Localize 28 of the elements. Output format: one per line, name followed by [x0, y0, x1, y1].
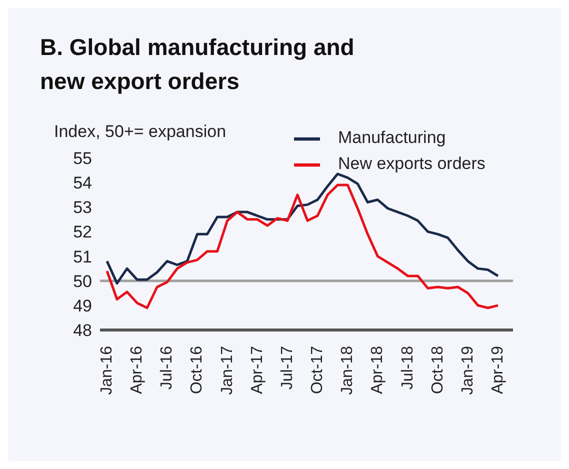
y-tick-label: 48: [73, 321, 92, 340]
y-tick-label: 55: [73, 149, 92, 168]
x-tick-label: Jul-17: [278, 346, 296, 390]
x-tick-label: Oct-17: [309, 346, 326, 394]
line-series: [106, 184, 500, 310]
x-tick-label: Apr-19: [490, 346, 506, 394]
x-tick-label: Jan-18: [339, 346, 356, 395]
y-tick-label: 50: [73, 272, 92, 291]
x-tick-label: Jul-16: [158, 346, 176, 390]
y-tick-label: 49: [73, 296, 92, 316]
legend-label: New exports orders: [338, 154, 486, 174]
x-tick-label: Jul-18: [399, 346, 416, 390]
x-tick-label: Apr-16: [128, 346, 146, 394]
x-tick-label: Apr-17: [248, 346, 266, 394]
y-tick-label: 53: [73, 198, 92, 218]
line-series: [106, 172, 500, 285]
legend-label: Manufacturing: [338, 128, 446, 148]
y-tick-label: 51: [73, 247, 92, 266]
chart-title: B. Global manufacturing and new export orders: [40, 33, 356, 96]
x-tick-label: Oct-16: [188, 346, 206, 394]
y-tick-label: 54: [73, 174, 92, 193]
x-tick-label: Apr-18: [369, 346, 386, 394]
x-tick-label: Jan-17: [218, 346, 236, 395]
y-tick-label: 52: [73, 222, 92, 242]
x-tick-label: Oct-18: [429, 346, 446, 394]
y-axis-title: Index, 50+= expansion: [54, 122, 226, 142]
x-tick-label: Jan-16: [98, 346, 116, 395]
x-tick-label: Jan-19: [459, 346, 476, 395]
